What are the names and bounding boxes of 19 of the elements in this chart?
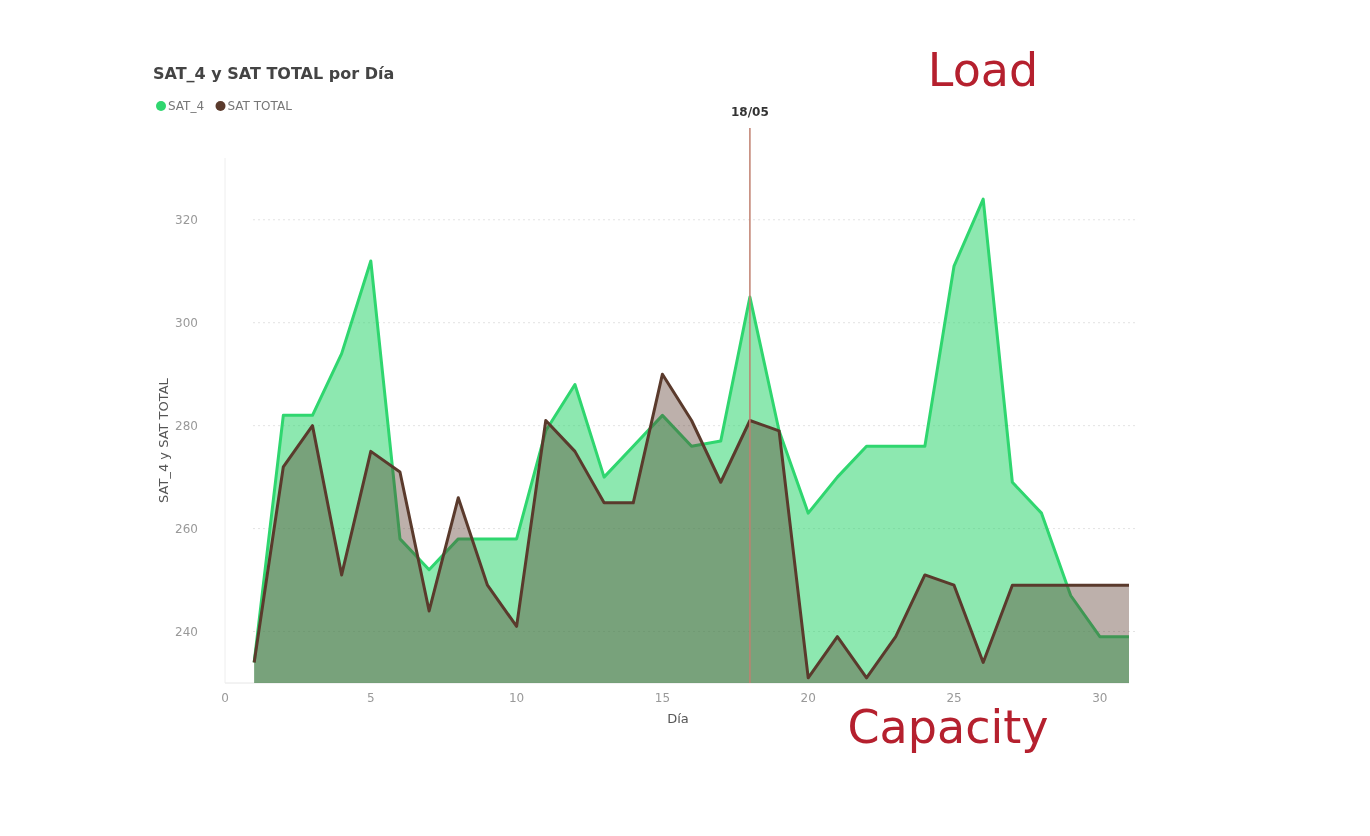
x-tick-label: 25 bbox=[946, 691, 962, 705]
x-tick-label: 20 bbox=[800, 691, 816, 705]
ref-line-label: 18/05 bbox=[731, 105, 769, 119]
y-tick-label: 320 bbox=[175, 212, 198, 227]
y-axis-title: SAT_4 y SAT TOTAL bbox=[156, 377, 171, 503]
y-tick-label: 260 bbox=[175, 521, 198, 536]
x-axis-title: Día bbox=[667, 711, 689, 726]
x-tick-label: 0 bbox=[221, 691, 229, 705]
y-tick-label: 240 bbox=[175, 624, 198, 639]
legend-label: SAT TOTAL bbox=[227, 99, 293, 113]
x-tick-label: 10 bbox=[508, 691, 525, 705]
x-tick-label: 15 bbox=[654, 691, 671, 705]
x-tick-label: 5 bbox=[366, 691, 375, 705]
y-tick-label: 300 bbox=[175, 315, 198, 330]
y-tick-label: 280 bbox=[175, 418, 198, 433]
x-tick-label: 30 bbox=[1092, 691, 1108, 705]
legend-label: SAT_4 bbox=[168, 99, 205, 113]
text: Load bbox=[927, 43, 1039, 97]
chart-title: SAT_4 y SAT TOTAL por Día bbox=[153, 64, 395, 83]
